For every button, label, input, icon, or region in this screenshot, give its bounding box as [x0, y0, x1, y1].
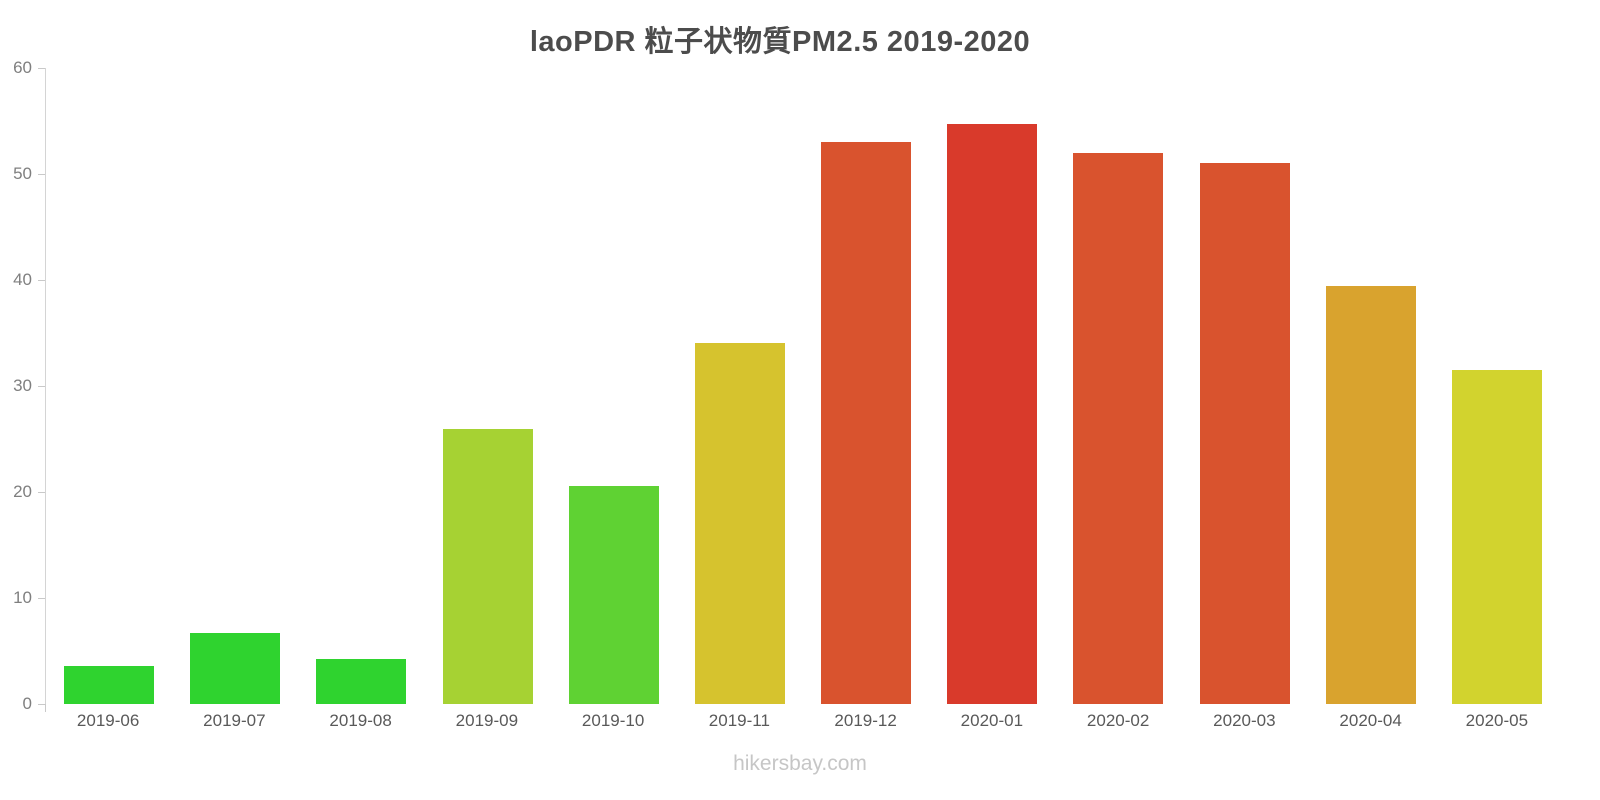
- x-axis-origin-tick: [45, 704, 46, 712]
- bar-column: [551, 68, 677, 704]
- y-tick-label: 30: [13, 376, 32, 395]
- bar-2019-10: [568, 485, 659, 704]
- bar-column: [929, 68, 1055, 704]
- x-axis-labels: 2019-06 2019-07 2019-08 2019-09 2019-10 2019-…: [45, 708, 1560, 734]
- bar-column: [677, 68, 803, 704]
- bar-column: [1308, 68, 1434, 704]
- bar-column: [803, 68, 929, 704]
- bar-2019-11: [694, 342, 785, 704]
- x-tick-label: 2020-05: [1465, 711, 1529, 730]
- y-axis-tick: [38, 704, 45, 705]
- bar-column: [1434, 68, 1560, 704]
- y-axis-tick: [38, 174, 45, 175]
- bar-column: [1055, 68, 1181, 704]
- x-tick-label: 2019-12: [834, 711, 897, 730]
- x-tick-label: 2019-07: [203, 711, 266, 730]
- bar-2020-03: [1199, 163, 1290, 704]
- bar-column: [46, 68, 172, 704]
- x-tick-label: 2019-10: [581, 711, 645, 730]
- y-tick-label: 10: [13, 588, 32, 607]
- y-axis-tick: [38, 598, 45, 599]
- bar-2019-08: [316, 659, 407, 704]
- bar-2020-02: [1073, 152, 1164, 704]
- x-tick-label: 2019-08: [329, 711, 392, 730]
- y-tick-label: 0: [22, 694, 32, 713]
- bar-2019-12: [821, 142, 912, 704]
- bar-column: [172, 68, 298, 704]
- chart-title: laoPDR 粒子状物質PM2.5 2019-2020: [529, 26, 1031, 58]
- bar-column: [1182, 68, 1308, 704]
- watermark-text: hikersbay.com: [733, 752, 867, 775]
- y-axis-tick: [38, 280, 45, 281]
- y-tick-label: 50: [13, 164, 32, 183]
- y-axis: 0 10 20 30 40 50 60: [0, 59, 45, 713]
- x-tick-label: 2020-02: [1086, 711, 1150, 730]
- bar-2019-07: [190, 632, 281, 704]
- y-tick-label: 40: [13, 270, 32, 289]
- y-axis-tick: [38, 492, 45, 493]
- x-tick-label: 2019-11: [708, 711, 770, 730]
- y-tick-label: 60: [13, 58, 32, 77]
- x-tick-label: 2020-03: [1213, 711, 1276, 730]
- bar-column: [298, 68, 424, 704]
- y-tick-label: 20: [13, 482, 32, 501]
- bar-2020-04: [1325, 286, 1416, 704]
- y-axis-tick: [38, 68, 45, 69]
- bar-2020-01: [947, 124, 1038, 704]
- x-tick-label: 2019-09: [455, 711, 519, 730]
- bar-2019-06: [64, 665, 155, 704]
- y-axis-tick: [38, 386, 45, 387]
- x-tick-label: 2020-01: [960, 711, 1024, 730]
- bar-2019-09: [442, 429, 533, 704]
- bar-2020-05: [1451, 370, 1542, 704]
- plot-area: [45, 68, 1560, 704]
- x-tick-label: 2020-04: [1339, 711, 1402, 730]
- bar-column: [425, 68, 551, 704]
- x-tick-label: 2019-06: [76, 711, 140, 730]
